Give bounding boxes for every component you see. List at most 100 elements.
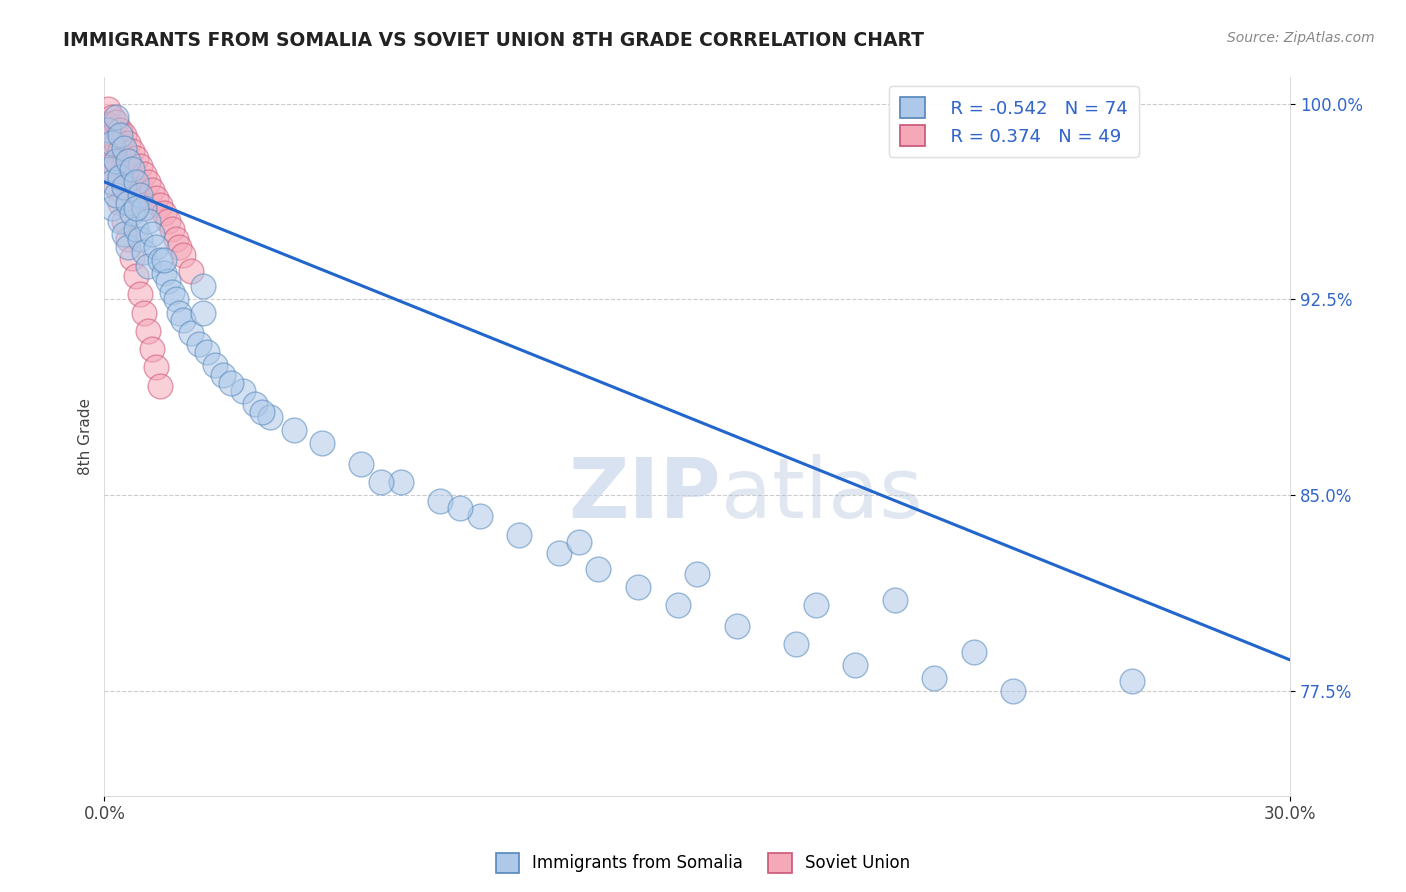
Point <box>169 305 191 319</box>
Point <box>112 180 135 194</box>
Point <box>145 360 167 375</box>
Point <box>136 214 159 228</box>
Point <box>132 201 155 215</box>
Point <box>121 172 143 186</box>
Point <box>188 337 211 351</box>
Point <box>141 227 163 242</box>
Point <box>108 169 131 184</box>
Point <box>101 110 124 124</box>
Point <box>105 154 128 169</box>
Point <box>125 222 148 236</box>
Point <box>156 214 179 228</box>
Text: IMMIGRANTS FROM SOMALIA VS SOVIET UNION 8TH GRADE CORRELATION CHART: IMMIGRANTS FROM SOMALIA VS SOVIET UNION … <box>63 31 924 50</box>
Point <box>219 376 242 390</box>
Point <box>311 436 333 450</box>
Point <box>112 128 135 142</box>
Point <box>145 240 167 254</box>
Point <box>105 180 128 194</box>
Point <box>725 619 748 633</box>
Point <box>97 122 120 136</box>
Point <box>125 175 148 189</box>
Legend: Immigrants from Somalia, Soviet Union: Immigrants from Somalia, Soviet Union <box>489 847 917 880</box>
Point <box>117 232 139 246</box>
Point <box>97 102 120 116</box>
Point <box>108 214 131 228</box>
Point <box>105 115 128 129</box>
Point <box>125 183 148 197</box>
Legend:   R = -0.542   N = 74,   R = 0.374   N = 49: R = -0.542 N = 74, R = 0.374 N = 49 <box>889 87 1139 157</box>
Point <box>101 149 124 163</box>
Point <box>963 645 986 659</box>
Point <box>686 566 709 581</box>
Point <box>129 287 152 301</box>
Point <box>149 378 172 392</box>
Point <box>785 637 807 651</box>
Point <box>121 251 143 265</box>
Point <box>141 183 163 197</box>
Point <box>112 180 135 194</box>
Point <box>101 136 124 150</box>
Point <box>129 232 152 246</box>
Point <box>112 152 135 166</box>
Point <box>883 592 905 607</box>
Text: atlas: atlas <box>721 453 922 534</box>
Point <box>125 152 148 166</box>
Point <box>844 658 866 673</box>
Point <box>389 475 412 490</box>
Point <box>105 188 128 202</box>
Point <box>121 144 143 158</box>
Point <box>508 527 530 541</box>
Point <box>121 206 143 220</box>
Point <box>112 141 135 155</box>
Point <box>101 128 124 142</box>
Point <box>429 493 451 508</box>
Point <box>117 154 139 169</box>
Point <box>1002 684 1025 698</box>
Point <box>108 195 131 210</box>
Point <box>172 313 194 327</box>
Point <box>548 546 571 560</box>
Point <box>149 253 172 268</box>
Point <box>129 193 152 207</box>
Point <box>108 122 131 136</box>
Point <box>105 110 128 124</box>
Point <box>370 475 392 490</box>
Point <box>232 384 254 398</box>
Point <box>117 240 139 254</box>
Point <box>105 136 128 150</box>
Point <box>112 214 135 228</box>
Point <box>132 245 155 260</box>
Point <box>156 274 179 288</box>
Point <box>195 344 218 359</box>
Text: Source: ZipAtlas.com: Source: ZipAtlas.com <box>1227 31 1375 45</box>
Point <box>136 324 159 338</box>
Point <box>105 161 128 176</box>
Point <box>97 161 120 176</box>
Point <box>252 405 274 419</box>
Point <box>924 671 946 685</box>
Point <box>468 509 491 524</box>
Point <box>132 167 155 181</box>
Point <box>129 188 152 202</box>
Point <box>125 268 148 283</box>
Point <box>141 342 163 356</box>
Point <box>117 136 139 150</box>
Point <box>666 598 689 612</box>
Point <box>804 598 827 612</box>
Point <box>112 227 135 242</box>
Point <box>117 161 139 176</box>
Point <box>108 128 131 142</box>
Point <box>132 201 155 215</box>
Point <box>193 305 215 319</box>
Point <box>117 195 139 210</box>
Point <box>101 175 124 189</box>
Point <box>212 368 235 383</box>
Point <box>101 201 124 215</box>
Point <box>165 232 187 246</box>
Point <box>243 397 266 411</box>
Text: ZIP: ZIP <box>568 453 721 534</box>
Point <box>283 423 305 437</box>
Point <box>152 266 174 280</box>
Point <box>180 326 202 341</box>
Point <box>152 253 174 268</box>
